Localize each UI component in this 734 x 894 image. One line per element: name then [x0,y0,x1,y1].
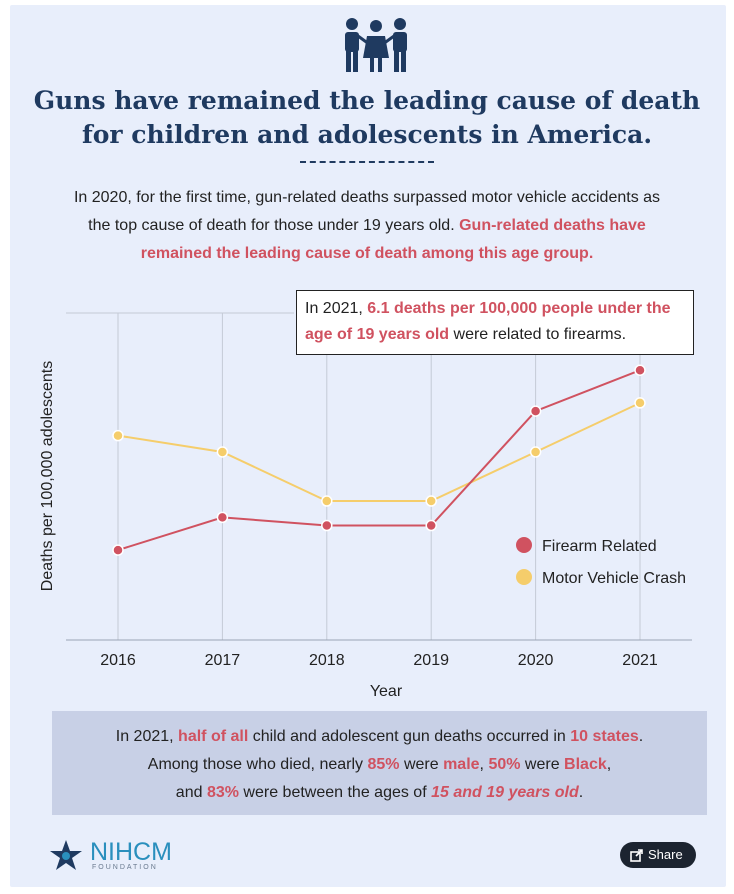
firearm-related-point-2020 [529,405,542,417]
callout-post: were related to firearms. [449,326,627,343]
motor-vehicle-crash-point-2017 [216,446,229,458]
firearm-related-point-2018 [321,519,333,532]
fact-text: . [638,728,644,745]
motor-vehicle-crash-point-2019 [425,495,437,507]
firearm-related-point-2019 [425,519,437,532]
x-axis-label: Year [370,683,403,700]
motor-vehicle-crash-point-2018 [321,495,333,507]
legend-label-firearm-related: Firearm Related [542,538,657,555]
fact-text: and [175,784,207,801]
fact-text: were between the ages of [238,784,432,801]
x-tick-label: 2019 [413,652,449,669]
x-tick-label: 2021 [622,652,658,669]
intro-text: In 2020, for the first time, gun-related… [42,184,692,268]
legend: Firearm Related Motor Vehicle Crash [516,537,686,587]
line-chart: 2016 2017 2018 2019 2020 2021 Year Deaths per… [39,312,692,700]
share-button[interactable]: Share [620,842,696,868]
page-title: Guns have remained the leading cause of … [20,84,714,152]
fact-text: were [520,756,565,773]
legend-label-motor-vehicle-crash: Motor Vehicle Crash [542,570,686,587]
title-divider [300,161,434,163]
x-tick-label: 2016 [100,652,136,669]
share-icon [630,849,643,862]
legend-marker-motor-vehicle-crash [516,569,532,585]
facts-box: In 2021, half of all child and adolescen… [52,711,707,815]
logo-name: NIHCM [90,838,172,866]
y-axis-label: Deaths per 100,000 adolescents [39,361,56,591]
intro-highlight-a: Gun-related deaths have [459,217,646,234]
fact-highlight: 50% [488,756,521,773]
fact-text: Among those who died, nearly [147,756,368,773]
motor-vehicle-crash-point-2016 [112,429,124,442]
fact-highlight: male [443,756,480,773]
chart-callout: In 2021, 6.1 deaths per 100,000 people u… [296,290,694,355]
firearm-related-line [117,369,641,552]
title-line-1: Guns have remained the leading cause of … [33,86,701,115]
callout-pre: In 2021, [305,300,368,317]
fact-highlight: Black [564,756,607,773]
legend-marker-firearm-related [516,537,532,553]
x-tick-label: 2018 [309,652,345,669]
fact-text: , [479,756,489,773]
gridlines [117,313,641,640]
fact-text: were [399,756,444,773]
callout-highlight: 6.1 deaths per 100,000 people under the … [305,300,671,343]
people-group-icon [345,18,407,72]
fact-highlight: half of all [178,728,249,745]
title-line-2: for children and adolescents in America. [81,120,653,149]
x-tick-labels: 2016 2017 2018 2019 2020 2021 [100,652,658,669]
fact-highlight: 15 and 19 years old [431,784,579,801]
fact-text: child and adolescent gun deaths occurred… [248,728,571,745]
intro-highlight-b: remained the leading cause of death amon… [140,245,594,262]
fact-highlight: 83% [206,784,239,801]
firearm-related-point-2017 [216,511,229,524]
firearm-related-point-2021 [634,364,646,376]
motor-vehicle-crash-point-2021 [634,397,646,409]
fact-text: In 2021, [115,728,179,745]
intro-line-2: the top cause of death for those under 1… [88,217,455,234]
intro-line-1: In 2020, for the first time, gun-related… [73,189,661,206]
star-logo-icon [50,840,82,870]
motor-vehicle-crash-line [117,402,641,503]
fact-highlight: 10 states [570,728,639,745]
fact-text: , [606,756,612,773]
share-label: Share [648,847,683,862]
x-tick-label: 2017 [205,652,241,669]
x-tick-label: 2020 [518,652,554,669]
motor-vehicle-crash-point-2020 [529,446,542,458]
fact-highlight: 85% [367,756,400,773]
series-layer [112,364,646,556]
fact-text: . [578,784,584,801]
logo-subtitle: FOUNDATION [92,864,158,871]
firearm-related-point-2016 [112,544,124,556]
